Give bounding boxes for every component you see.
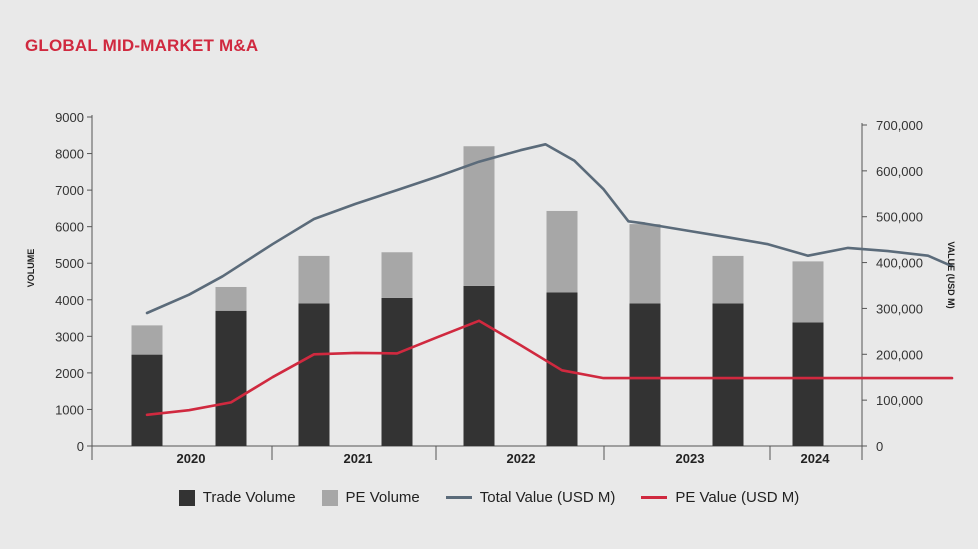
y2-tick-label: 0 xyxy=(876,439,883,454)
y-tick-label: 2000 xyxy=(55,366,84,381)
y-tick-label: 3000 xyxy=(55,329,84,344)
legend-label: Trade Volume xyxy=(202,489,296,506)
y-axis-title: VOLUME xyxy=(26,249,36,288)
legend-swatch xyxy=(178,489,195,506)
legend: Trade Volume PE Volume Total Value (USD M)… xyxy=(0,489,978,506)
legend-line-swatch xyxy=(445,496,472,499)
bar-pe-volume xyxy=(381,252,413,298)
y-tick-label: 4000 xyxy=(55,293,84,308)
legend-line-swatch xyxy=(641,496,668,499)
bar-pe-volume xyxy=(712,255,744,304)
bar-trade-volume xyxy=(131,354,163,446)
y-tick-label: 5000 xyxy=(55,256,84,271)
bar-trade-volume xyxy=(381,297,413,446)
bar-pe-volume xyxy=(298,255,330,304)
y2-tick-label: 400,000 xyxy=(876,256,923,271)
legend-swatch xyxy=(321,489,338,506)
x-tick-label: 2021 xyxy=(344,451,373,466)
legend-label: PE Value (USD M) xyxy=(675,489,800,506)
y2-axis-title: VALUE (USD M) xyxy=(946,241,956,308)
x-tick-label: 2024 xyxy=(801,451,831,466)
bar-pe-volume xyxy=(792,261,824,323)
y2-tick-label: 600,000 xyxy=(876,164,923,179)
y-tick-label: 6000 xyxy=(55,220,84,235)
legend-item: PE Volume xyxy=(321,489,420,506)
x-tick-label: 2020 xyxy=(177,451,206,466)
bar-trade-volume xyxy=(629,303,661,446)
x-tick-label: 2023 xyxy=(676,451,705,466)
bar-pe-volume xyxy=(463,146,495,286)
bar-trade-volume xyxy=(712,303,744,446)
bar-trade-volume xyxy=(792,322,824,446)
bar-trade-volume xyxy=(298,303,330,446)
y2-tick-label: 200,000 xyxy=(876,347,923,362)
bars-group xyxy=(131,146,824,446)
y-tick-label: 9000 xyxy=(55,110,84,125)
y-tick-label: 7000 xyxy=(55,183,84,198)
lines-group xyxy=(145,143,954,417)
y2-tick-label: 100,000 xyxy=(876,393,923,408)
labels-group: 0 1000 2000 3000 4000 5000 6000 7000 8000 9000 0 10… xyxy=(26,110,956,466)
legend-label: PE Volume xyxy=(345,489,420,506)
y2-tick-label: 300,000 xyxy=(876,301,923,316)
y-tick-label: 0 xyxy=(77,439,84,454)
bar-trade-volume xyxy=(215,310,247,446)
y-tick-label: 8000 xyxy=(55,147,84,162)
legend-label: Total Value (USD M) xyxy=(479,489,616,506)
legend-item: Trade Volume xyxy=(178,489,296,506)
legend-item: PE Value (USD M) xyxy=(641,489,799,506)
chart-title: GLOBAL MID-MARKET M&A xyxy=(25,36,259,55)
line-total-value xyxy=(145,143,954,315)
bar-pe-volume xyxy=(629,224,661,304)
line-pe-value xyxy=(145,319,954,417)
legend-item: Total Value (USD M) xyxy=(445,489,616,506)
y2-tick-label: 500,000 xyxy=(876,210,923,225)
bar-trade-volume xyxy=(463,285,495,446)
bar-pe-volume xyxy=(546,210,578,293)
y2-tick-label: 700,000 xyxy=(876,118,923,133)
bar-pe-volume xyxy=(215,286,247,311)
bar-pe-volume xyxy=(131,325,163,355)
x-tick-label: 2022 xyxy=(507,451,536,466)
y-tick-label: 1000 xyxy=(55,402,84,417)
